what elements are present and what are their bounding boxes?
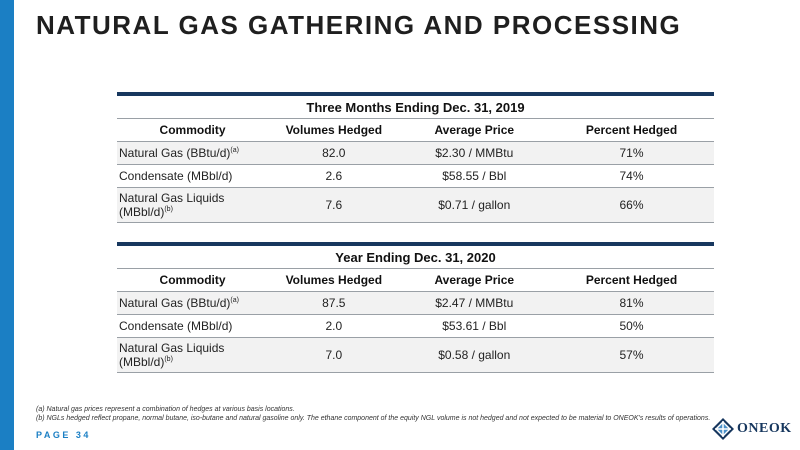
- cell-commodity: Natural Gas Liquids (MBbl/d)(b): [117, 337, 269, 373]
- footnote-ref: (b): [164, 206, 173, 213]
- header-average-price: Average Price: [399, 269, 550, 292]
- header-percent-hedged: Percent Hedged: [549, 269, 714, 292]
- footnote-ref: (a): [230, 147, 239, 154]
- header-percent-hedged: Percent Hedged: [549, 119, 714, 142]
- hedge-table: Three Months Ending Dec. 31, 2019 Commod…: [117, 96, 714, 223]
- cell-volume: 2.6: [268, 164, 400, 188]
- header-average-price: Average Price: [399, 119, 550, 142]
- table-caption: Three Months Ending Dec. 31, 2019: [117, 96, 714, 119]
- footnote-b: (b) NGLs hedged reflect propane, normal …: [36, 415, 711, 422]
- cell-percent: 74%: [549, 164, 714, 188]
- hedge-table-2020: Year Ending Dec. 31, 2020 Commodity Volu…: [117, 242, 714, 373]
- table-top-rule: [117, 92, 714, 96]
- header-volumes-hedged: Volumes Hedged: [268, 269, 400, 292]
- commodity-label: Natural Gas Liquids (MBbl/d): [119, 191, 225, 219]
- footnote-ref: (a): [230, 297, 239, 304]
- header-volumes-hedged: Volumes Hedged: [268, 119, 400, 142]
- cell-volume: 87.5: [268, 291, 400, 315]
- cell-price: $2.30 / MMBtu: [399, 141, 550, 165]
- oneok-logo-mark-icon: [712, 418, 734, 440]
- footnotes: (a) Natural gas prices represent a combi…: [36, 405, 710, 423]
- footnote-a: (a) Natural gas prices represent a combi…: [36, 406, 295, 413]
- header-commodity: Commodity: [117, 119, 269, 142]
- commodity-label: Condensate (MBbl/d): [119, 169, 233, 183]
- logo-text: ONEOK: [737, 421, 792, 436]
- commodity-label: Natural Gas (BBtu/d): [119, 296, 231, 310]
- table-top-rule: [117, 242, 714, 246]
- cell-percent: 81%: [549, 291, 714, 315]
- cell-commodity: Natural Gas (BBtu/d)(a): [117, 141, 269, 165]
- table-row: Natural Gas Liquids (MBbl/d)(b) 7.0 $0.5…: [117, 337, 714, 373]
- table-caption: Year Ending Dec. 31, 2020: [117, 246, 714, 269]
- cell-percent: 57%: [549, 337, 714, 373]
- cell-price: $58.55 / Bbl: [399, 164, 550, 188]
- cell-price: $53.61 / Bbl: [399, 314, 550, 338]
- commodity-label: Condensate (MBbl/d): [119, 319, 233, 333]
- cell-volume: 2.0: [268, 314, 400, 338]
- cell-percent: 66%: [549, 187, 714, 223]
- cell-volume: 7.6: [268, 187, 400, 223]
- cell-price: $0.58 / gallon: [399, 337, 550, 373]
- table-header-row: Commodity Volumes Hedged Average Price P…: [117, 119, 714, 142]
- cell-percent: 71%: [549, 141, 714, 165]
- header-commodity: Commodity: [117, 269, 269, 292]
- commodity-label: Natural Gas (BBtu/d): [119, 146, 231, 160]
- cell-price: $0.71 / gallon: [399, 187, 550, 223]
- table-row: Natural Gas Liquids (MBbl/d)(b) 7.6 $0.7…: [117, 187, 714, 223]
- hedge-table: Year Ending Dec. 31, 2020 Commodity Volu…: [117, 246, 714, 373]
- cell-commodity: Natural Gas Liquids (MBbl/d)(b): [117, 187, 269, 223]
- cell-commodity: Condensate (MBbl/d): [117, 164, 269, 188]
- table-row: Condensate (MBbl/d) 2.0 $53.61 / Bbl 50%: [117, 314, 714, 338]
- page-title: NATURAL GAS GATHERING AND PROCESSING: [36, 10, 682, 40]
- page-number: PAGE 34: [36, 430, 91, 440]
- commodity-label: Natural Gas Liquids (MBbl/d): [119, 341, 225, 369]
- cell-commodity: Natural Gas (BBtu/d)(a): [117, 291, 269, 315]
- side-accent-bar: [0, 0, 14, 450]
- footnote-ref: (b): [164, 356, 173, 363]
- cell-commodity: Condensate (MBbl/d): [117, 314, 269, 338]
- cell-volume: 7.0: [268, 337, 400, 373]
- table-header-row: Commodity Volumes Hedged Average Price P…: [117, 269, 714, 292]
- table-row: Natural Gas (BBtu/d)(a) 87.5 $2.47 / MMB…: [117, 291, 714, 315]
- oneok-logo: ONEOK: [712, 416, 792, 442]
- table-row: Natural Gas (BBtu/d)(a) 82.0 $2.30 / MMB…: [117, 141, 714, 165]
- cell-price: $2.47 / MMBtu: [399, 291, 550, 315]
- table-row: Condensate (MBbl/d) 2.6 $58.55 / Bbl 74%: [117, 164, 714, 188]
- cell-percent: 50%: [549, 314, 714, 338]
- hedge-table-2019: Three Months Ending Dec. 31, 2019 Commod…: [117, 92, 714, 223]
- cell-volume: 82.0: [268, 141, 400, 165]
